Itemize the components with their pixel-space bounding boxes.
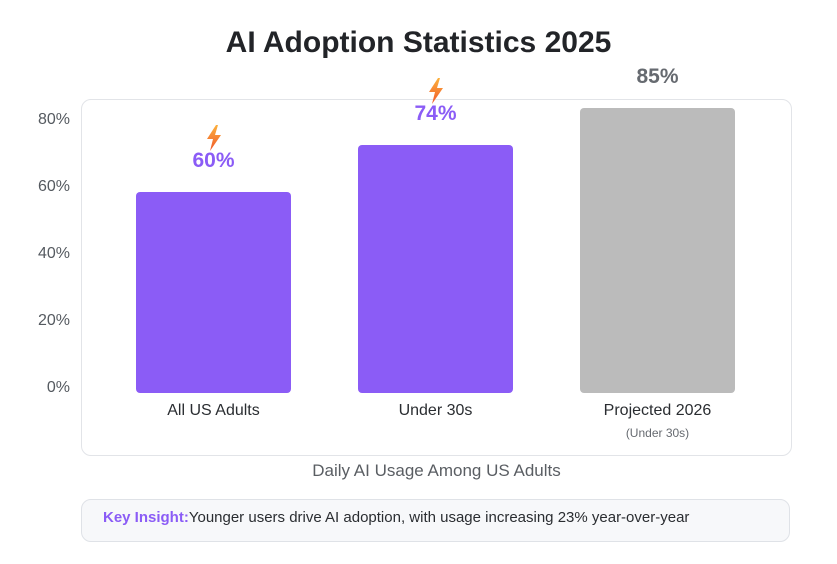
x-tick-sublabel: (Under 30s) xyxy=(625,426,690,440)
bar-value-label: 74% xyxy=(414,102,457,126)
lightning-icon xyxy=(205,125,223,156)
y-tick-label: 40% xyxy=(37,245,70,262)
insight-key-label: Key Insight: xyxy=(103,509,189,526)
bar-projected-2026 xyxy=(580,108,735,393)
x-tick-label: Projected 2026 xyxy=(603,402,712,419)
y-tick-label: 80% xyxy=(37,111,70,128)
bar-value-label: 60% xyxy=(192,149,235,172)
chart-title: AI Adoption Statistics 2025 xyxy=(225,26,612,59)
x-tick-label: All US Adults xyxy=(167,402,260,419)
bar-all-us-adults xyxy=(136,192,291,393)
bar-value-label: 85% xyxy=(636,65,679,89)
bar-under-30s xyxy=(358,145,513,393)
key-insight-box: Key Insight:Younger users drive AI adopt… xyxy=(81,499,790,542)
insight-text: Younger users drive AI adoption, with us… xyxy=(188,509,690,526)
x-axis-caption: Daily AI Usage Among US Adults xyxy=(312,461,561,480)
y-tick-label: 20% xyxy=(37,312,70,329)
y-tick-label: 0% xyxy=(46,379,70,396)
lightning-icon xyxy=(427,78,445,109)
y-tick-label: 60% xyxy=(37,178,70,195)
x-tick-label: Under 30s xyxy=(398,402,473,419)
